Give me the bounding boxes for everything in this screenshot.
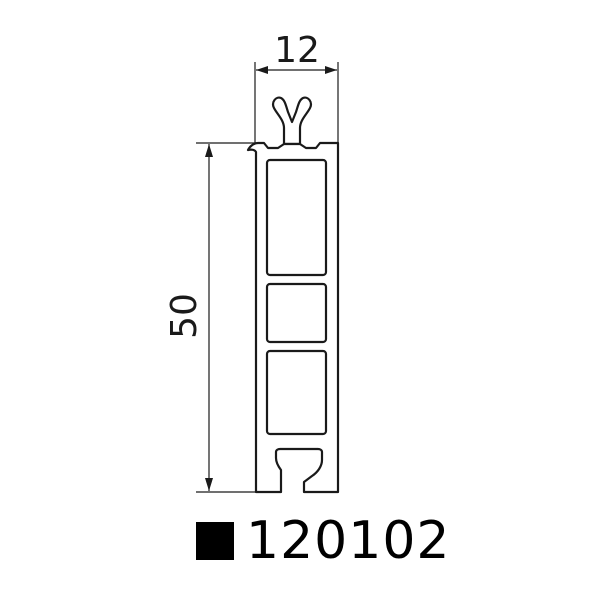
product-code: 120102 — [246, 511, 451, 571]
width-dimension: 12 — [254, 30, 339, 145]
profile-clip — [272, 96, 312, 146]
height-dimension: 50 — [164, 142, 258, 493]
width-dimension-label: 12 — [274, 30, 320, 71]
height-dimension-label: 50 — [164, 293, 205, 339]
width-arrow-right — [325, 66, 337, 74]
filled-square-icon — [196, 522, 234, 560]
height-arrow-bottom — [205, 478, 213, 491]
product-code-row: 120102 — [196, 506, 451, 576]
height-arrow-top — [205, 144, 213, 157]
width-arrow-left — [256, 66, 268, 74]
profile-section — [246, 96, 340, 494]
chamber-top — [265, 158, 328, 277]
chamber-bottom — [265, 349, 328, 436]
chamber-middle — [265, 282, 328, 344]
